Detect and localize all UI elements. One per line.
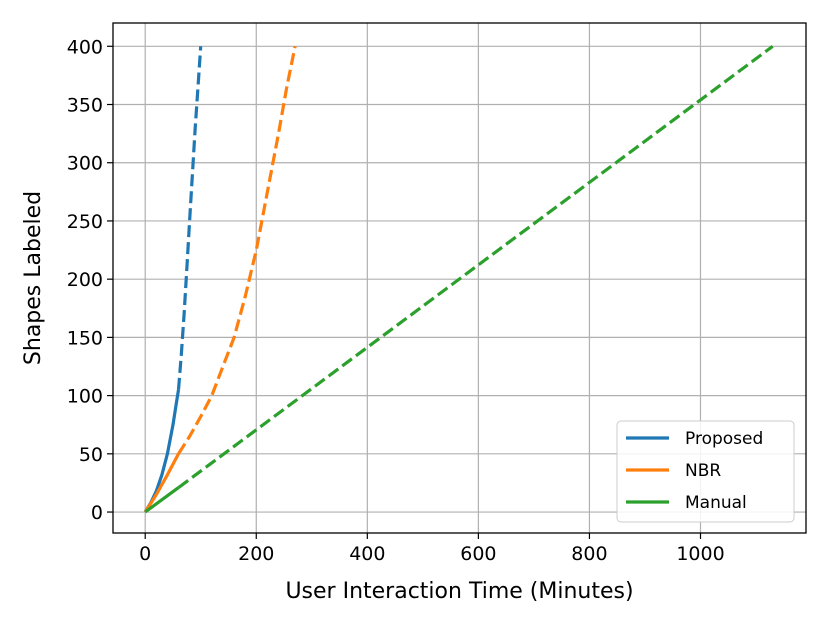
y-tick-label: 350	[67, 95, 103, 117]
x-tick-label: 400	[349, 543, 385, 565]
legend-box	[616, 420, 795, 523]
x-tick-label: 1000	[676, 543, 724, 565]
y-tick-label: 400	[67, 36, 103, 58]
legend: Proposed NBR Manual	[616, 420, 795, 523]
y-tick-label: 250	[67, 211, 103, 233]
y-axis-title: Shapes Labeled	[21, 191, 46, 365]
x-tick-label: 600	[460, 543, 496, 565]
y-tick-label: 150	[67, 327, 103, 349]
proposed-dashed-line	[176, 46, 203, 390]
manual-solid-line	[144, 486, 180, 514]
manual-dashed-line	[177, 45, 774, 489]
nbr-dashed-line	[177, 45, 297, 455]
legend-label: Manual	[685, 493, 747, 513]
x-axis-title: User Interaction Time (Minutes)	[285, 579, 633, 604]
y-tick-label: 50	[79, 444, 103, 466]
x-tick-label: 0	[139, 543, 151, 565]
y-tick-label: 200	[67, 269, 103, 291]
x-tick-label: 800	[571, 543, 607, 565]
plot-frame	[112, 22, 807, 534]
y-tick-label: 300	[67, 153, 103, 175]
x-tick-label: 200	[238, 543, 274, 565]
legend-label: Proposed	[685, 429, 763, 449]
series-group	[143, 45, 774, 514]
legend-label: NBR	[685, 461, 721, 481]
y-tick-label: 0	[91, 502, 103, 524]
y-tick-label: 100	[67, 386, 103, 408]
nbr-solid-line	[143, 453, 180, 513]
axis-ticks: 0 200 400 600 800 1000 0 50 100 150 200 250 300 350 40…	[67, 36, 725, 565]
